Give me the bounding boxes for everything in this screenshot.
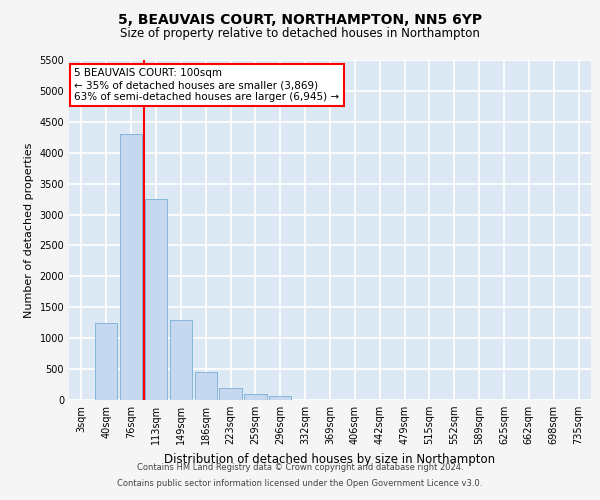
Bar	[145, 199, 167, 400]
Text: 5, BEAUVAIS COURT, NORTHAMPTON, NN5 6YP: 5, BEAUVAIS COURT, NORTHAMPTON, NN5 6YP	[118, 12, 482, 26]
X-axis label: Distribution of detached houses by size in Northampton: Distribution of detached houses by size …	[164, 452, 496, 466]
Bar	[120, 134, 142, 400]
Bar	[194, 372, 217, 400]
Bar	[95, 322, 118, 400]
Bar	[170, 320, 192, 400]
Bar	[244, 394, 266, 400]
Text: Contains public sector information licensed under the Open Government Licence v3: Contains public sector information licen…	[118, 478, 482, 488]
Text: Size of property relative to detached houses in Northampton: Size of property relative to detached ho…	[120, 28, 480, 40]
Text: 5 BEAUVAIS COURT: 100sqm
← 35% of detached houses are smaller (3,869)
63% of sem: 5 BEAUVAIS COURT: 100sqm ← 35% of detach…	[74, 68, 340, 102]
Bar	[269, 396, 292, 400]
Text: Contains HM Land Registry data © Crown copyright and database right 2024.: Contains HM Land Registry data © Crown c…	[137, 464, 463, 472]
Y-axis label: Number of detached properties: Number of detached properties	[24, 142, 34, 318]
Bar	[220, 388, 242, 400]
